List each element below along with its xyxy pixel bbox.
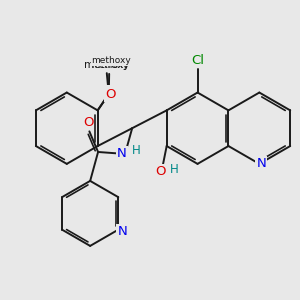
Text: O: O (83, 116, 93, 129)
Text: N: N (117, 148, 127, 160)
Text: H: H (169, 163, 178, 176)
Text: N: N (117, 225, 127, 238)
Text: O: O (106, 88, 116, 101)
Text: methoxy: methoxy (92, 61, 128, 70)
Text: Cl: Cl (191, 54, 204, 67)
Text: O: O (155, 165, 166, 178)
Text: N: N (256, 158, 266, 170)
Text: O: O (105, 86, 115, 99)
Text: methoxy: methoxy (84, 60, 130, 70)
Text: methoxy: methoxy (91, 56, 131, 65)
Text: H: H (132, 143, 140, 157)
